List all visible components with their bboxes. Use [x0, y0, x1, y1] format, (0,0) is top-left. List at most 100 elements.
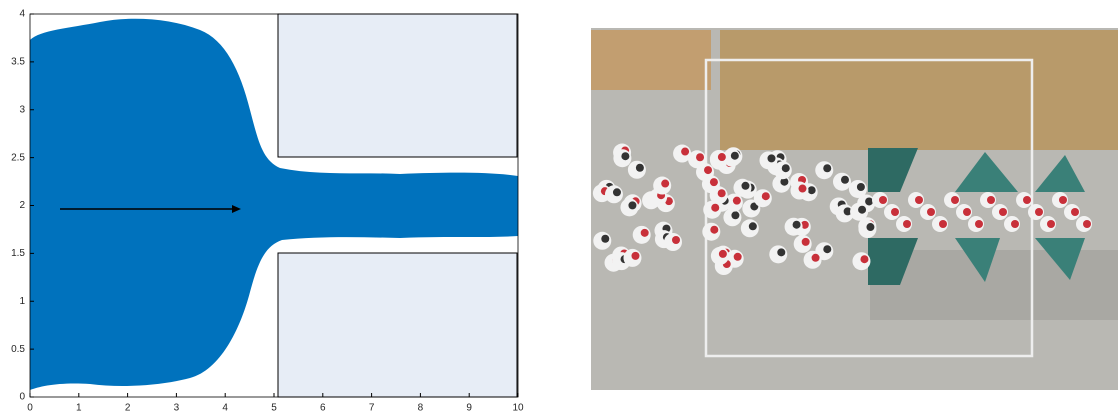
pedestrian-head	[711, 203, 720, 212]
funnel-wall	[955, 238, 1000, 282]
trajectory-plot	[29, 13, 519, 398]
floor-patch	[591, 30, 711, 90]
y-tick-label: 1	[19, 296, 25, 307]
pedestrian-head	[696, 153, 705, 162]
pedestrian-head	[631, 251, 640, 260]
x-tick-label: 1	[76, 403, 82, 414]
x-tick-label: 0	[27, 403, 33, 414]
arrow-head	[232, 205, 241, 213]
pedestrian-head	[748, 222, 757, 231]
pedestrian-head	[731, 211, 740, 220]
pedestrian-head	[612, 188, 621, 197]
pedestrian-head	[621, 152, 630, 161]
pedestrian-head	[628, 201, 637, 210]
pedestrian-head	[1023, 196, 1031, 204]
pedestrian-head	[761, 192, 770, 201]
trajectory-cloud	[30, 18, 518, 390]
pedestrian-head	[866, 223, 875, 232]
funnel-wall	[1035, 155, 1085, 192]
pedestrian-head	[1011, 220, 1019, 228]
pedestrian-head	[601, 234, 610, 243]
pedestrian-head	[915, 196, 923, 204]
pedestrian-head	[856, 182, 865, 191]
pedestrian-head	[800, 220, 809, 229]
y-tick-label: 2	[19, 200, 25, 211]
pedestrian-head	[865, 197, 874, 206]
upper-obstacle	[277, 13, 518, 158]
pedestrian-head	[811, 253, 820, 262]
pedestrian-head	[798, 184, 807, 193]
pedestrians	[592, 143, 1092, 276]
y-tick-label: 3.5	[11, 57, 25, 68]
pedestrian-head	[1071, 208, 1079, 216]
x-tick-label: 7	[369, 403, 375, 414]
pedestrian-head	[879, 196, 887, 204]
pedestrian-head	[777, 248, 786, 257]
y-tick-label: 0.5	[11, 344, 25, 355]
funnel-wall	[868, 148, 918, 192]
x-tick-label: 6	[320, 403, 326, 414]
pedestrian-head	[1047, 220, 1055, 228]
pedestrian-head	[963, 208, 971, 216]
x-tick-label: 3	[174, 403, 180, 414]
lower-obstacle	[277, 252, 518, 398]
pedestrian-head	[987, 196, 995, 204]
funnel-wall	[1035, 238, 1085, 280]
pedestrian-head	[780, 177, 789, 186]
pedestrian-head	[858, 205, 867, 214]
pedestrian-head	[807, 186, 816, 195]
pedestrian-head	[843, 207, 852, 216]
x-tick-label: 4	[222, 403, 228, 414]
x-tick-label: 10	[512, 403, 524, 414]
pedestrian-head	[975, 220, 983, 228]
pedestrian-head	[730, 151, 739, 160]
y-tick-label: 3	[19, 104, 25, 115]
pedestrian-head	[860, 255, 869, 264]
pedestrian-head	[939, 220, 947, 228]
pedestrian-head	[840, 175, 849, 184]
y-tick-label: 1.5	[11, 248, 25, 259]
floor-patch	[720, 30, 1118, 150]
pedestrian-head	[1059, 196, 1067, 204]
pedestrian-head	[999, 208, 1007, 216]
pedestrian-head	[717, 153, 726, 162]
pedestrian-head	[733, 252, 742, 261]
y-tick-label: 4	[19, 9, 25, 20]
x-tick-label: 2	[125, 403, 131, 414]
pedestrian-head	[709, 178, 718, 187]
pedestrian-head	[1035, 208, 1043, 216]
pedestrian-head	[781, 164, 790, 173]
pedestrian-head	[801, 237, 810, 246]
pedestrian-head	[741, 181, 750, 190]
pedestrian-head	[951, 196, 959, 204]
pedestrian-head	[717, 189, 726, 198]
pedestrian-head	[681, 147, 690, 156]
y-tick-label: 0	[19, 392, 25, 403]
pedestrian-head	[671, 235, 680, 244]
pedestrian-head	[903, 220, 911, 228]
pedestrian-head	[927, 208, 935, 216]
pedestrian-head	[635, 163, 644, 172]
pedestrian-head	[891, 208, 899, 216]
pedestrian-head	[732, 196, 741, 205]
floor-patch	[870, 250, 1118, 320]
x-tick-label: 9	[466, 403, 472, 414]
pedestrian-head	[1083, 220, 1091, 228]
funnel-wall	[955, 152, 1018, 192]
photo	[591, 28, 1118, 390]
pedestrian-head	[823, 245, 832, 254]
pedestrian-head	[718, 249, 727, 258]
pedestrian-head	[661, 179, 670, 188]
y-tick-label: 2.5	[11, 152, 25, 163]
pedestrian-head	[640, 228, 649, 237]
pedestrian-head	[767, 154, 776, 163]
pedestrian-head	[704, 166, 713, 175]
pedestrian-head	[710, 225, 719, 234]
pedestrian-head	[750, 202, 759, 211]
pedestrian-head	[792, 220, 801, 229]
pedestrian-head	[823, 164, 832, 173]
x-tick-label: 8	[418, 403, 424, 414]
funnel-wall	[868, 238, 918, 285]
x-tick-label: 5	[271, 403, 277, 414]
